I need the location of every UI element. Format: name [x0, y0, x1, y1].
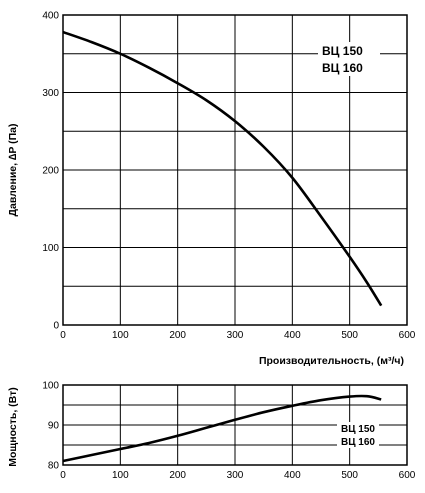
x-tick-label: 500	[341, 330, 358, 341]
x-tick-label: 100	[112, 470, 129, 481]
y-tick-label: 100	[42, 381, 59, 392]
y-tick-label: 100	[42, 243, 59, 254]
x-tick-label: 600	[399, 470, 416, 481]
power-curve-vts150	[62, 394, 382, 463]
power-y-axis-label: Мощность, (Вт)	[7, 387, 19, 467]
y-tick-label: 300	[42, 88, 59, 99]
power-legend-bg	[337, 422, 379, 448]
x-tick-label: 200	[169, 330, 186, 341]
y-tick-label: 400	[42, 11, 59, 22]
x-tick-label: 400	[284, 470, 301, 481]
pressure-y-axis-label: Давление, ∆P (Па)	[7, 123, 19, 216]
x-tick-label: 300	[227, 470, 244, 481]
power-legend-item-2: ВЦ 160	[341, 437, 375, 448]
pressure-curve-vts150	[62, 30, 383, 307]
x-tick-label: 0	[60, 470, 66, 481]
power-chart: 0 100 200 300 400 500 600 80 90 100 ВЦ 150 ВЦ 160…	[7, 381, 416, 482]
x-tick-label: 300	[227, 330, 244, 341]
pressure-legend-item-1: ВЦ 150	[322, 44, 363, 58]
y-tick-label: 90	[48, 421, 60, 432]
x-tick-label: 500	[341, 470, 358, 481]
pressure-plot-frame	[62, 14, 408, 326]
pressure-legend-item-2: ВЦ 160	[322, 61, 363, 75]
power-plot-frame	[62, 384, 408, 466]
x-tick-label: 600	[399, 330, 416, 341]
x-tick-label: 0	[60, 330, 66, 341]
pressure-legend-bg	[318, 42, 380, 76]
pressure-x-axis-label: Производительность, (м³/ч)	[259, 355, 404, 367]
y-tick-label: 80	[48, 461, 60, 472]
x-tick-label: 200	[169, 470, 186, 481]
x-tick-label: 400	[284, 330, 301, 341]
power-legend-item-1: ВЦ 150	[341, 424, 375, 435]
y-tick-label: 200	[42, 166, 59, 177]
y-tick-label: 0	[53, 321, 59, 332]
x-tick-label: 100	[112, 330, 129, 341]
